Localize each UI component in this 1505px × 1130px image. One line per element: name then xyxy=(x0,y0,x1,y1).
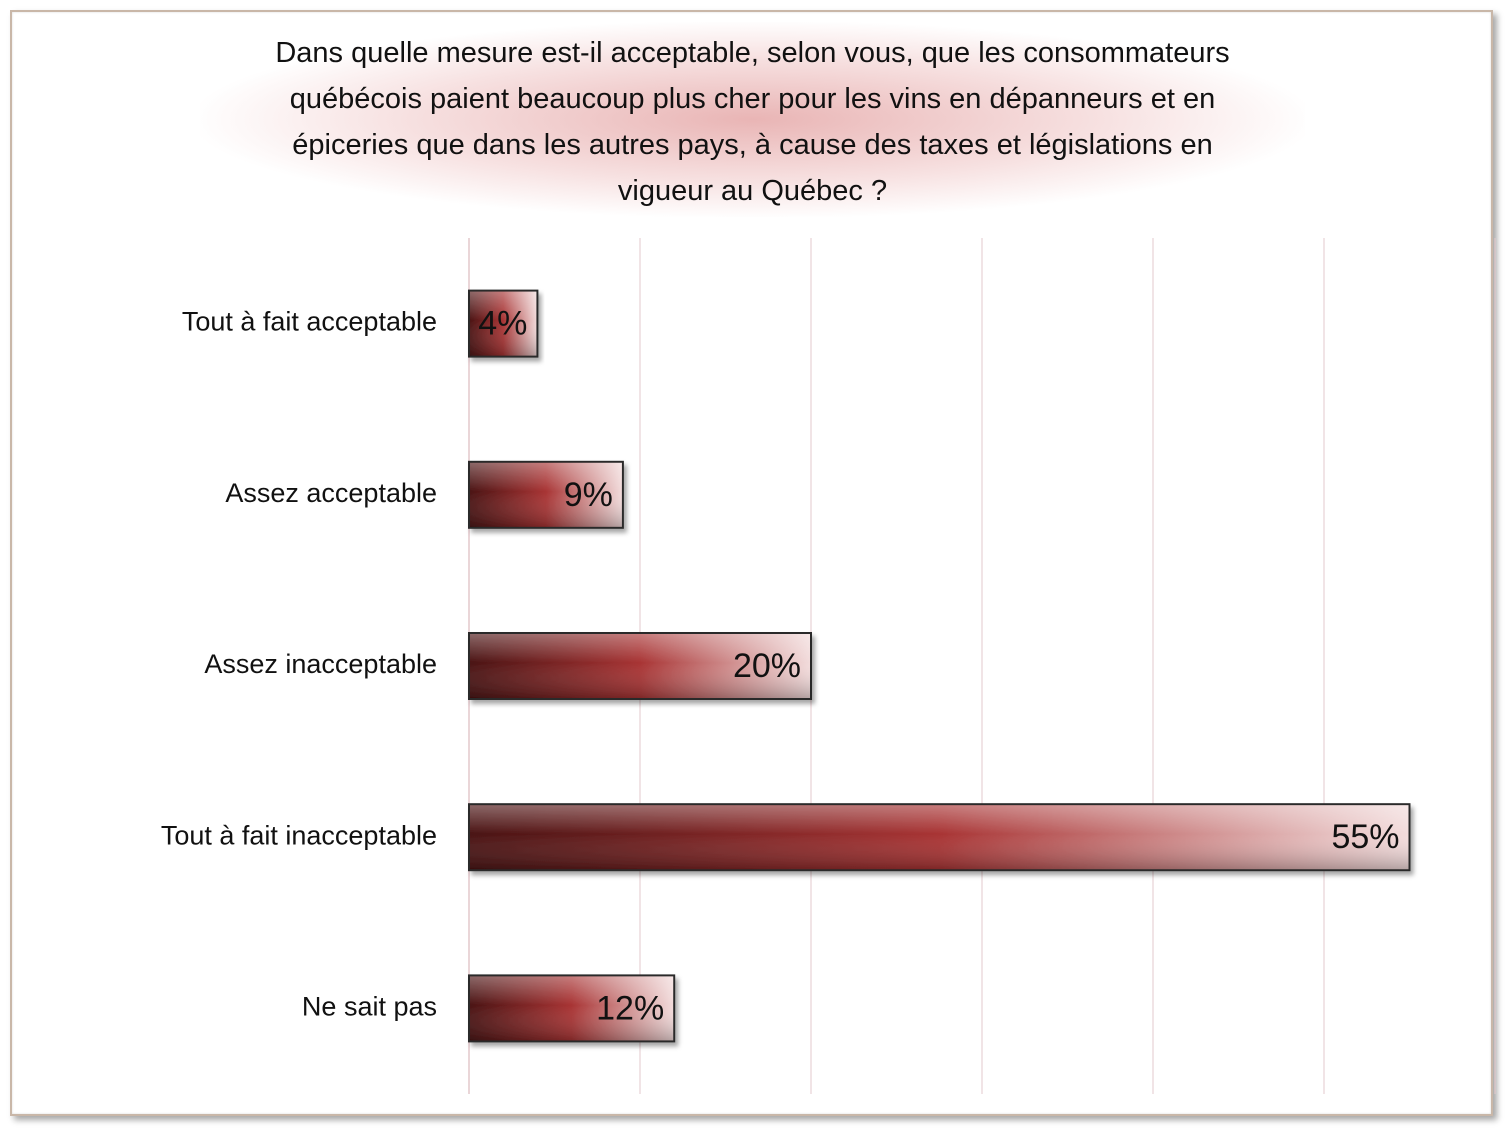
bar xyxy=(468,974,676,1043)
category-label: Assez inacceptable xyxy=(204,649,437,679)
chart-title: Dans quelle mesure est-il acceptable, se… xyxy=(150,30,1355,214)
bar-shade xyxy=(470,976,674,1041)
chart-title-line-2: québécois paient beaucoup plus cher pour… xyxy=(289,83,1216,115)
bar-shade xyxy=(470,805,1409,870)
category-labels: Tout à fait acceptable Assez acceptable As… xyxy=(161,307,437,1022)
category-label: Tout à fait inacceptable xyxy=(161,820,437,850)
bar-shade xyxy=(470,462,622,527)
chart-title-line-3: épiceries que dans les autres pays, à ca… xyxy=(292,129,1213,161)
category-label: Ne sait pas xyxy=(302,992,437,1022)
title-glow xyxy=(200,22,1305,217)
bar-shade xyxy=(470,634,810,698)
value-label: 55% xyxy=(1331,818,1399,856)
value-label: 9% xyxy=(564,476,613,514)
bars xyxy=(468,289,1411,1043)
value-label: 12% xyxy=(596,989,664,1027)
bar-shade xyxy=(470,291,537,356)
value-label: 4% xyxy=(478,305,527,343)
category-label: Assez acceptable xyxy=(225,478,437,508)
chart-title-line-1: Dans quelle mesure est-il acceptable, se… xyxy=(275,37,1230,69)
bar xyxy=(468,803,1411,872)
chart-title-line-4: vigueur au Québec ? xyxy=(617,175,888,207)
bar xyxy=(468,460,624,529)
bar xyxy=(468,632,812,700)
value-label: 20% xyxy=(733,647,801,685)
bar xyxy=(468,289,539,358)
value-labels: 4% 9% 20% 55% 12% xyxy=(478,305,1399,1028)
category-label: Tout à fait acceptable xyxy=(182,307,437,337)
